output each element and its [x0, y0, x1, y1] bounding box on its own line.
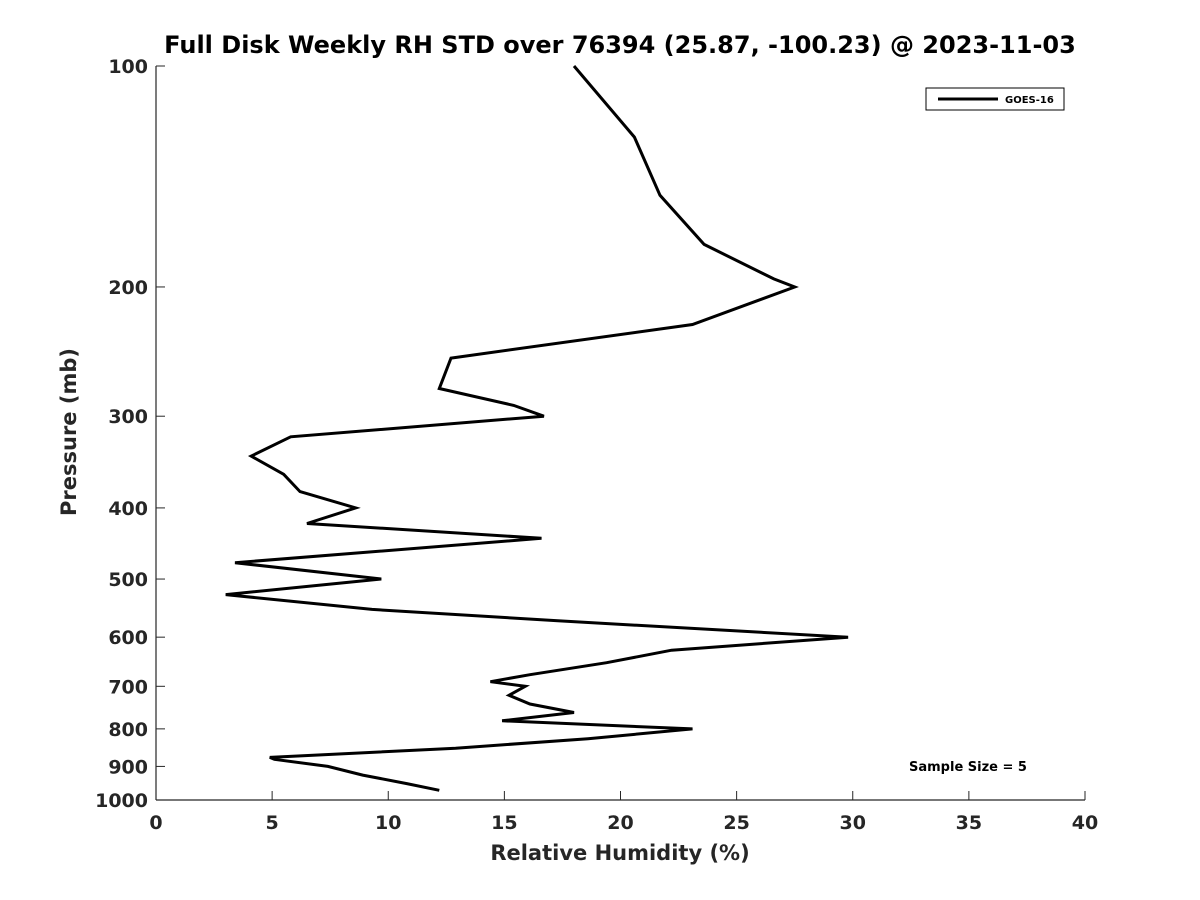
x-tick-label: 5 — [266, 812, 279, 834]
y-axis-label: Pressure (mb) — [57, 348, 81, 516]
x-tick-label: 30 — [840, 812, 866, 834]
x-tick-label: 35 — [956, 812, 982, 834]
chart-title: Full Disk Weekly RH STD over 76394 (25.8… — [164, 31, 1076, 59]
x-tick-label: 10 — [375, 812, 401, 834]
y-tick-label: 500 — [108, 569, 148, 591]
y-tick-label: 400 — [108, 498, 148, 520]
x-axis-ticks: 0 5 10 15 20 25 30 35 40 — [149, 791, 1098, 834]
y-tick-label: 300 — [108, 406, 148, 428]
y-tick-label: 1000 — [95, 790, 148, 812]
legend-label-goes-16: GOES-16 — [1005, 95, 1054, 106]
x-tick-label: 0 — [149, 812, 162, 834]
x-tick-label: 40 — [1072, 812, 1098, 834]
series-layer — [225, 65, 849, 792]
y-tick-label: 200 — [108, 277, 148, 299]
y-tick-label: 100 — [108, 56, 148, 78]
sample-size-annotation: Sample Size = 5 — [909, 760, 1027, 775]
y-tick-label: 600 — [108, 627, 148, 649]
y-tick-label: 800 — [108, 719, 148, 741]
y-tick-label: 700 — [108, 676, 148, 698]
x-tick-label: 20 — [607, 812, 633, 834]
axes — [155, 66, 1085, 801]
y-axis-ticks: 100 200 300 400 500 600 700 800 900 1000 — [95, 56, 165, 812]
x-tick-label: 25 — [723, 812, 749, 834]
x-axis-label: Relative Humidity (%) — [490, 841, 749, 865]
series-line-goes-16 — [225, 65, 849, 792]
legend: GOES-16 — [925, 87, 1065, 111]
x-tick-label: 15 — [491, 812, 517, 834]
y-tick-label: 900 — [108, 756, 148, 778]
